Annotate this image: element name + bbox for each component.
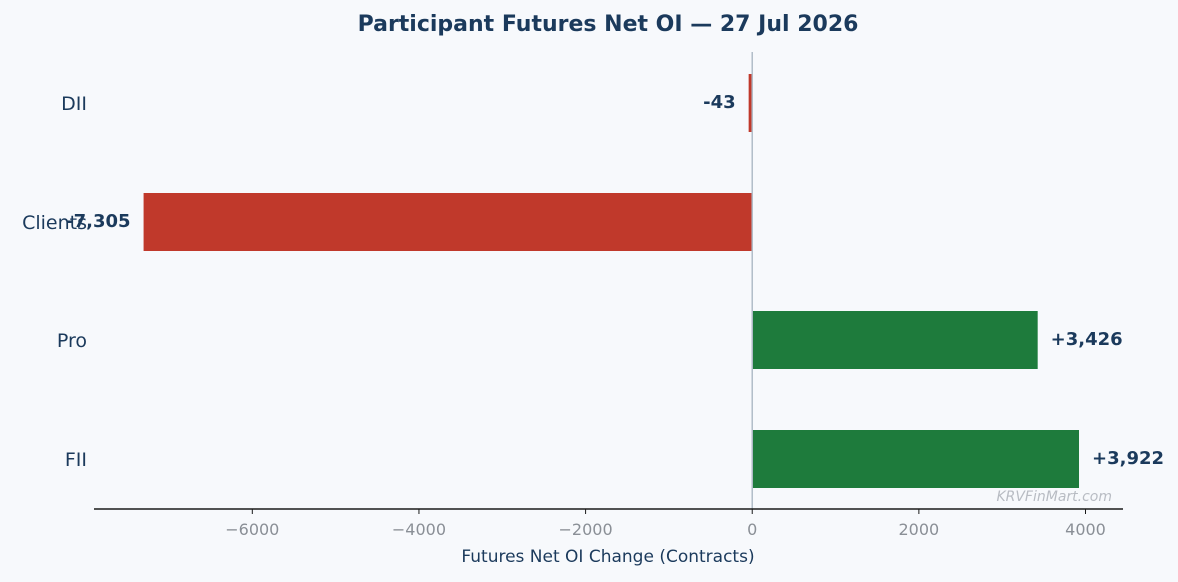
- bar-fii: [752, 430, 1079, 488]
- x-tick-label: 2000: [899, 520, 940, 539]
- value-label-clients: -7,305: [66, 211, 130, 232]
- x-axis-title: Futures Net OI Change (Contracts): [461, 547, 754, 567]
- chart-title: Participant Futures Net OI — 27 Jul 2026: [358, 12, 859, 37]
- x-tick-label: 4000: [1065, 520, 1106, 539]
- bars-layer: [144, 74, 1079, 488]
- value-label-fii: +3,922: [1092, 448, 1164, 469]
- category-label-fii: FII: [65, 449, 87, 471]
- value-label-pro: +3,426: [1051, 329, 1123, 350]
- bar-pro: [752, 311, 1037, 369]
- x-tick-label: −6000: [225, 520, 279, 539]
- x-tick-label: −2000: [559, 520, 613, 539]
- value-labels: +3,922 +3,426 -7,305 -43: [66, 92, 1164, 469]
- bar-clients: [144, 193, 753, 251]
- category-label-pro: Pro: [57, 330, 87, 352]
- x-tick-label: 0: [747, 520, 757, 539]
- watermark: KRVFinMart.com: [996, 489, 1112, 505]
- x-ticks: −6000 −4000 −2000 0 2000 4000: [225, 509, 1106, 539]
- value-label-dii: -43: [703, 92, 736, 113]
- x-tick-label: −4000: [392, 520, 446, 539]
- category-label-dii: DII: [61, 93, 87, 115]
